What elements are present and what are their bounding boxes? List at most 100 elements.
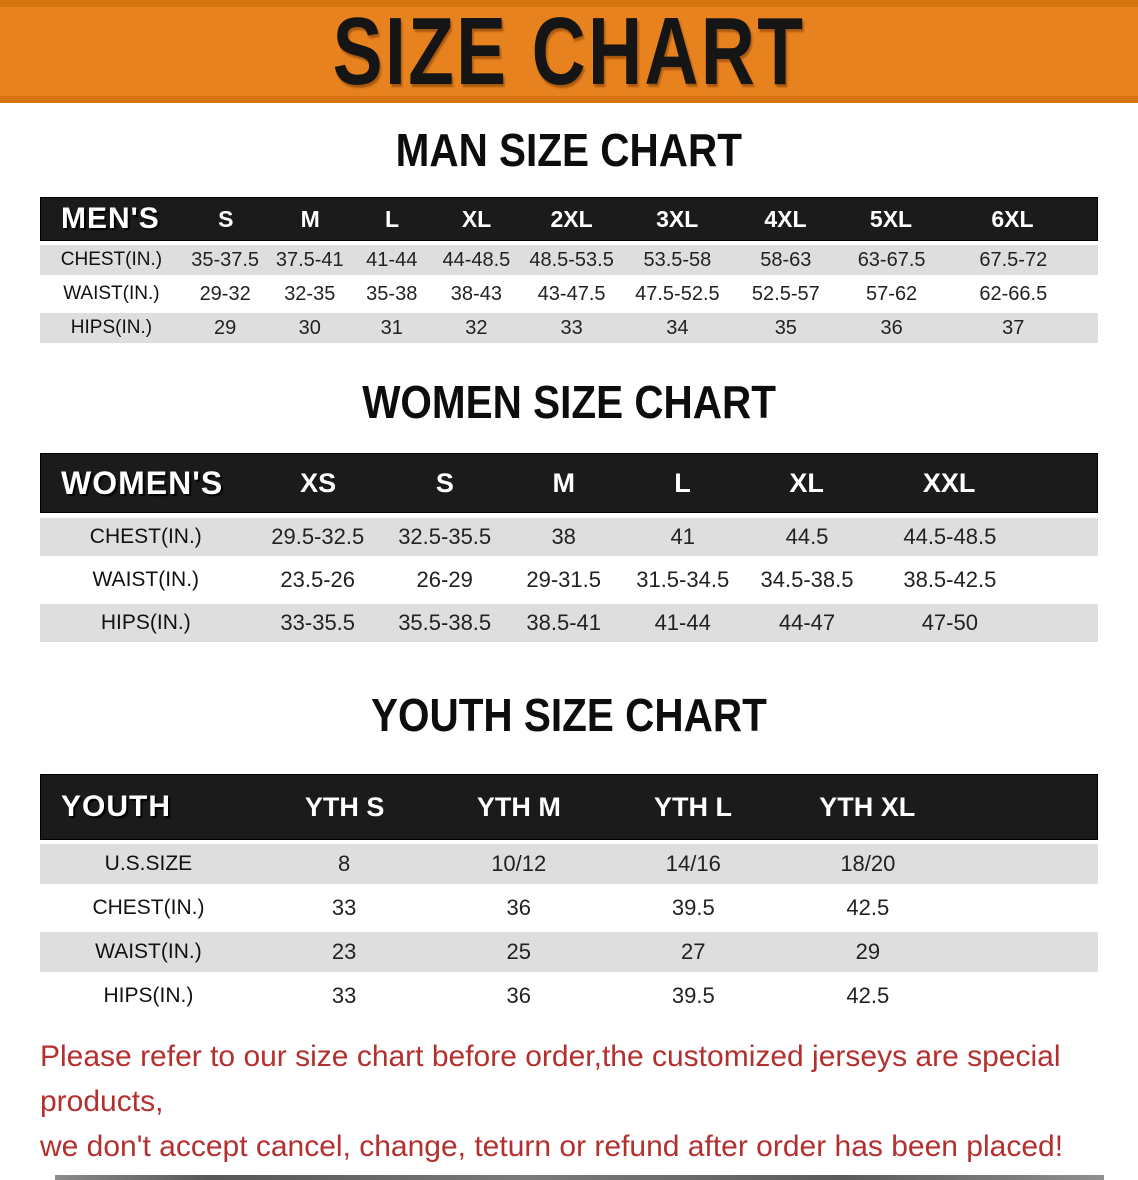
size-value-cell: 29 [214,316,237,339]
size-value-cell: 23.5-26 [280,567,356,592]
size-value-cell: 33 [331,983,357,1008]
measure-row-label: CHEST(IN.) [92,896,205,919]
size-value-cell: 38.5-41 [526,610,601,635]
size-value-cell: 37 [1002,316,1025,339]
size-value-cell: 62-66.5 [979,282,1048,305]
size-value-cell: 26-29 [416,567,473,592]
size-value-cell: 34.5-38.5 [760,567,854,592]
table-row: HIPS(IN.) 33 36 39.5 42.5 [40,976,1098,1016]
youth-size-section: YOUTH SIZE CHART YOUTH YTH S YTH M YTH L YTH… [0,642,1138,1016]
table-row: HIPS(IN.) 29 30 31 32 33 34 35 36 37 [40,313,1098,343]
size-value-cell: 63-67.5 [857,248,926,271]
women-section-heading: WOMEN SIZE CHART [362,376,776,428]
size-value-cell: 36 [880,316,903,339]
measure-row-label: WAIST(IN.) [92,568,200,591]
table-row: WAIST(IN.) 23 25 27 29 [40,932,1098,972]
size-value-cell: 8 [338,851,351,876]
size-column-header: XL [461,205,492,232]
size-value-cell: 44-48.5 [442,248,511,271]
table-row: WAIST(IN.) 29-32 32-35 35-38 38-43 43-47.5 47.… [40,279,1098,309]
size-column-header: XS [300,467,337,498]
table-row: U.S.SIZE 8 10/12 14/16 18/20 [40,844,1098,884]
men-section-heading: MAN SIZE CHART [395,124,743,176]
table-name-cell: YOUTH [61,790,171,823]
size-column-header: S [218,205,234,232]
table-header-row: WOMEN'S XS S M L XL XXL [40,453,1098,513]
size-column-header: 4XL [764,205,807,232]
size-value-cell: 42.5 [846,983,890,1008]
size-value-cell: 48.5-53.5 [529,248,614,271]
size-value-cell: 33 [560,316,583,339]
size-value-cell: 35.5-38.5 [398,610,492,635]
size-value-cell: 38.5-42.5 [903,567,997,592]
size-value-cell: 35 [774,316,797,339]
size-value-cell: 36 [506,895,531,920]
size-value-cell: 52.5-57 [751,282,820,305]
men-size-section: MAN SIZE CHART MEN'S S M L XL 2XL 3XL 4XL 5XL 6XL… [0,103,1138,343]
size-value-cell: 23 [331,939,357,964]
size-column-header: 5XL [869,205,913,232]
banner: SIZE CHART [0,0,1138,103]
measure-row-label: HIPS(IN.) [70,317,153,338]
size-column-header: YTH M [476,791,561,822]
disclaimer-line-2: we don't accept cancel, change, teturn o… [40,1130,1064,1163]
measure-row-label: CHEST(IN.) [89,525,202,548]
size-value-cell: 41 [670,524,695,549]
size-value-cell: 44-47 [778,610,836,635]
size-value-cell: 14/16 [665,851,721,876]
table-row: CHEST(IN.) 35-37.5 37.5-41 41-44 44-48.5 48.5… [40,245,1098,275]
size-value-cell: 27 [681,939,706,964]
size-column-header: YTH XL [819,791,916,822]
size-column-header: M [300,205,320,232]
table-header-row: YOUTH YTH S YTH M YTH L YTH XL [40,774,1098,840]
size-value-cell: 34 [666,316,689,339]
size-value-cell: 38-43 [450,282,502,305]
women-size-table: WOMEN'S XS S M L XL XXL CHEST(IN.) 29.5-32.5 32.5… [40,453,1098,642]
size-value-cell: 67.5-72 [979,248,1048,271]
table-row: WAIST(IN.) 23.5-26 26-29 29-31.5 31.5-34.5 34… [40,561,1098,599]
table-row: HIPS(IN.) 33-35.5 35.5-38.5 38.5-41 41-44 44-… [40,604,1098,642]
size-column-header: XL [789,467,824,498]
size-value-cell: 29.5-32.5 [271,524,365,549]
table-header-row: MEN'S S M L XL 2XL 3XL 4XL 5XL 6XL [40,197,1098,241]
size-value-cell: 35-38 [366,282,418,305]
size-column-header: L [674,467,691,498]
disclaimer-line-1: Please refer to our size chart before or… [40,1040,1061,1118]
banner-title: SIZE CHART [332,0,806,103]
measure-row-label: CHEST(IN.) [60,249,163,270]
size-value-cell: 47.5-52.5 [635,282,720,305]
size-value-cell: 29 [855,939,881,964]
size-value-cell: 47-50 [921,610,978,635]
youth-size-table: YOUTH YTH S YTH M YTH L YTH XL U.S.SIZE 8 10/12… [40,774,1098,1016]
size-value-cell: 44.5 [785,524,829,549]
size-column-header: S [435,467,454,498]
size-value-cell: 31.5-34.5 [636,567,730,592]
table-name-cell: MEN'S [61,202,160,235]
size-value-cell: 43-47.5 [537,282,606,305]
size-value-cell: 41-44 [654,610,711,635]
size-column-header: L [385,205,400,232]
size-column-header: YTH S [304,791,385,822]
men-size-table: MEN'S S M L XL 2XL 3XL 4XL 5XL 6XL CHEST(IN.) 35-37… [40,197,1098,343]
size-value-cell: 31 [380,316,403,339]
measure-row-label: HIPS(IN.) [100,611,191,634]
size-value-cell: 32.5-35.5 [398,524,492,549]
size-value-cell: 44.5-48.5 [903,524,997,549]
size-value-cell: 58-63 [760,248,812,271]
measure-row-label: WAIST(IN.) [63,283,160,304]
measure-row-label: U.S.SIZE [104,852,193,875]
size-value-cell: 10/12 [491,851,547,876]
size-value-cell: 41-44 [366,248,418,271]
size-value-cell: 29-32 [199,282,251,305]
size-value-cell: 25 [506,939,531,964]
size-value-cell: 30 [298,316,321,339]
size-column-header: 3XL [656,205,699,232]
size-value-cell: 36 [506,983,531,1008]
size-column-header: M [552,467,575,498]
table-name-cell: WOMEN'S [61,464,224,501]
size-value-cell: 32-35 [284,282,336,305]
size-value-cell: 33 [331,895,357,920]
measure-row-label: HIPS(IN.) [103,984,194,1007]
size-value-cell: 38 [551,524,576,549]
